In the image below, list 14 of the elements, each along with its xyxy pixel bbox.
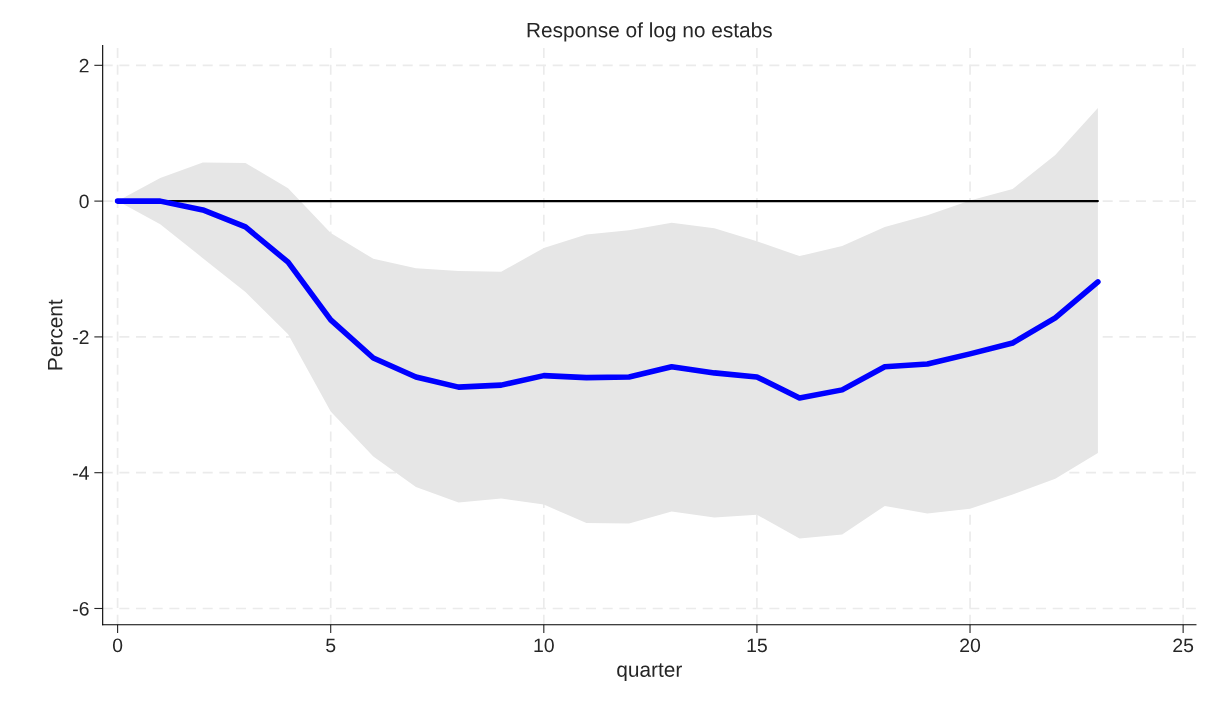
y-axis-title: Percent — [47, 299, 63, 370]
y-tick-label: -6 — [73, 601, 89, 616]
x-tick-label: 20 — [960, 638, 981, 653]
x-tick-label: 0 — [112, 638, 123, 653]
y-tick-label: 2 — [79, 58, 89, 73]
y-tick-label: -2 — [73, 330, 89, 344]
x-axis-title: quarter — [617, 663, 682, 682]
chart-title: Response of log no estabs — [527, 22, 772, 42]
y-tick-label: -4 — [73, 466, 89, 480]
x-tick-label: 15 — [747, 638, 767, 653]
y-tick-label: 0 — [79, 194, 89, 209]
x-tick-label: 25 — [1173, 638, 1194, 653]
x-tick-label: 5 — [326, 638, 336, 653]
x-tick-label: 10 — [534, 638, 554, 653]
